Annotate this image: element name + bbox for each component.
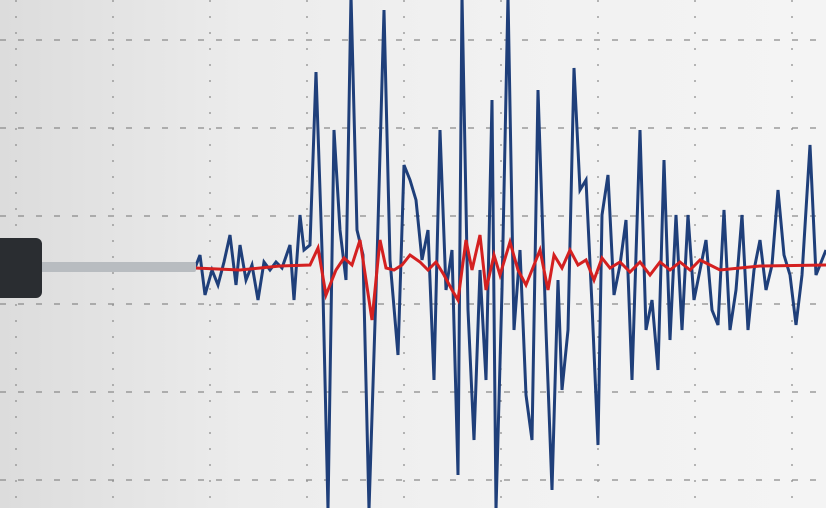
stylus-rod [40, 262, 196, 272]
seismic-trace-blue [193, 0, 826, 508]
stylus-body [0, 238, 42, 298]
seismic-trace-red [194, 234, 826, 321]
stylus [0, 238, 196, 298]
